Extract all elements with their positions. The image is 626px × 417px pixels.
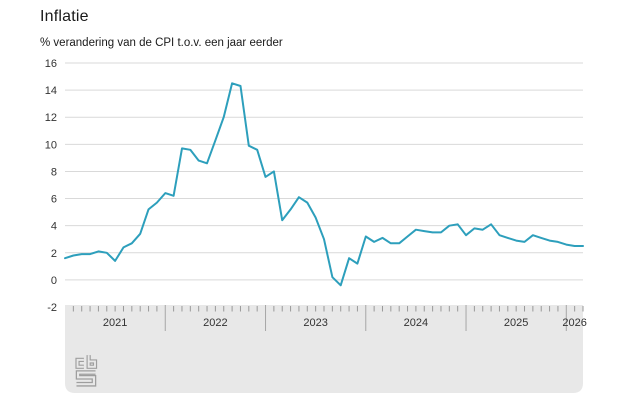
x-axis-year-label: 2021: [103, 317, 127, 329]
y-axis-tick-label: 16: [45, 58, 57, 70]
y-axis-tick-label: 6: [51, 194, 57, 206]
y-axis-tick-label: 10: [45, 139, 57, 151]
cbs-logo-icon: [75, 355, 98, 387]
y-axis-tick-label: 2: [51, 248, 57, 260]
x-axis-year-label: 2026: [562, 317, 586, 329]
y-axis-tick-label: 0: [51, 275, 57, 287]
y-axis-tick-label: -2: [47, 302, 57, 314]
inflation-series-line: [64, 82, 584, 287]
chart-subtitle: % verandering van de CPI t.o.v. een jaar…: [40, 37, 283, 49]
x-axis-band: [65, 305, 583, 393]
x-axis-year-label: 2025: [504, 317, 528, 329]
chart-title: Inflatie: [40, 8, 89, 25]
y-axis-tick-label: 4: [51, 221, 57, 233]
x-axis-year-label: 2023: [303, 317, 327, 329]
y-axis-tick-label: 8: [51, 166, 57, 178]
x-axis-year-label: 2024: [404, 317, 428, 329]
y-axis-tick-label: 14: [45, 85, 57, 97]
x-axis-year-label: 2022: [203, 317, 227, 329]
y-axis-tick-label: 12: [45, 112, 57, 124]
